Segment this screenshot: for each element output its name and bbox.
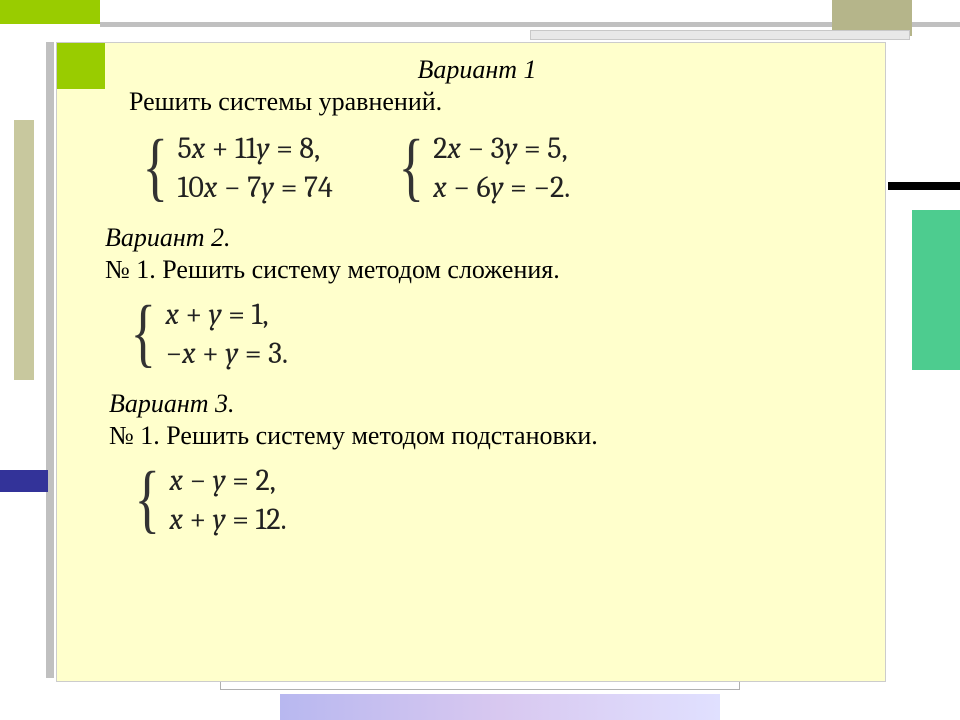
equation: 2x − 3y = 5, (433, 131, 570, 166)
variant1-systems: { 5x + 11y = 8, 10x − 7y = 74 { 2x − 3y … (137, 131, 857, 205)
equation: 5x + 11y = 8, (177, 131, 332, 166)
decor-left-vertical (46, 42, 54, 678)
variant3-task: № 1. Решить систему методом подстановки. (109, 421, 857, 451)
variant2-title: Вариант 2. (105, 223, 857, 253)
equation: 10x − 7y = 74 (177, 170, 332, 205)
system-2: { 2x − 3y = 5, x − 6y = −2. (393, 131, 571, 205)
system-1: { 5x + 11y = 8, 10x − 7y = 74 (137, 131, 333, 205)
variant2-task: № 1. Решить систему методом сложения. (105, 255, 857, 285)
decor-right-green-bar (912, 210, 960, 370)
slide-card: Вариант 1 Решить системы уравнений. { 5x… (56, 42, 886, 682)
brace-icon: { (398, 145, 424, 191)
equation: x + y = 12. (169, 502, 286, 537)
system-3: { x + y = 1, −x + y = 3. (125, 297, 857, 371)
variant1-task: Решить системы уравнений. (129, 87, 857, 117)
decor-left-blue-bar (0, 470, 48, 492)
equation: −x + y = 3. (165, 336, 288, 371)
decor-top-right-strip (530, 30, 910, 40)
equation: x + y = 1, (165, 297, 288, 332)
variant1-title: Вариант 1 (97, 55, 857, 85)
brace-icon: { (134, 477, 160, 523)
brace-icon: { (142, 145, 168, 191)
decor-left-olive-bar (14, 120, 34, 380)
decor-green-rect (0, 0, 100, 24)
equation: x − 6y = −2. (433, 170, 570, 205)
variant3-title: Вариант 3. (109, 389, 857, 419)
brace-icon: { (130, 311, 156, 357)
decor-green-square (57, 43, 105, 89)
decor-top-line (100, 22, 960, 27)
system-4: { x − y = 2, x + y = 12. (129, 463, 857, 537)
decor-bottom-gradient (280, 694, 720, 720)
decor-right-black-bar (888, 182, 960, 190)
equation: x − y = 2, (169, 463, 286, 498)
